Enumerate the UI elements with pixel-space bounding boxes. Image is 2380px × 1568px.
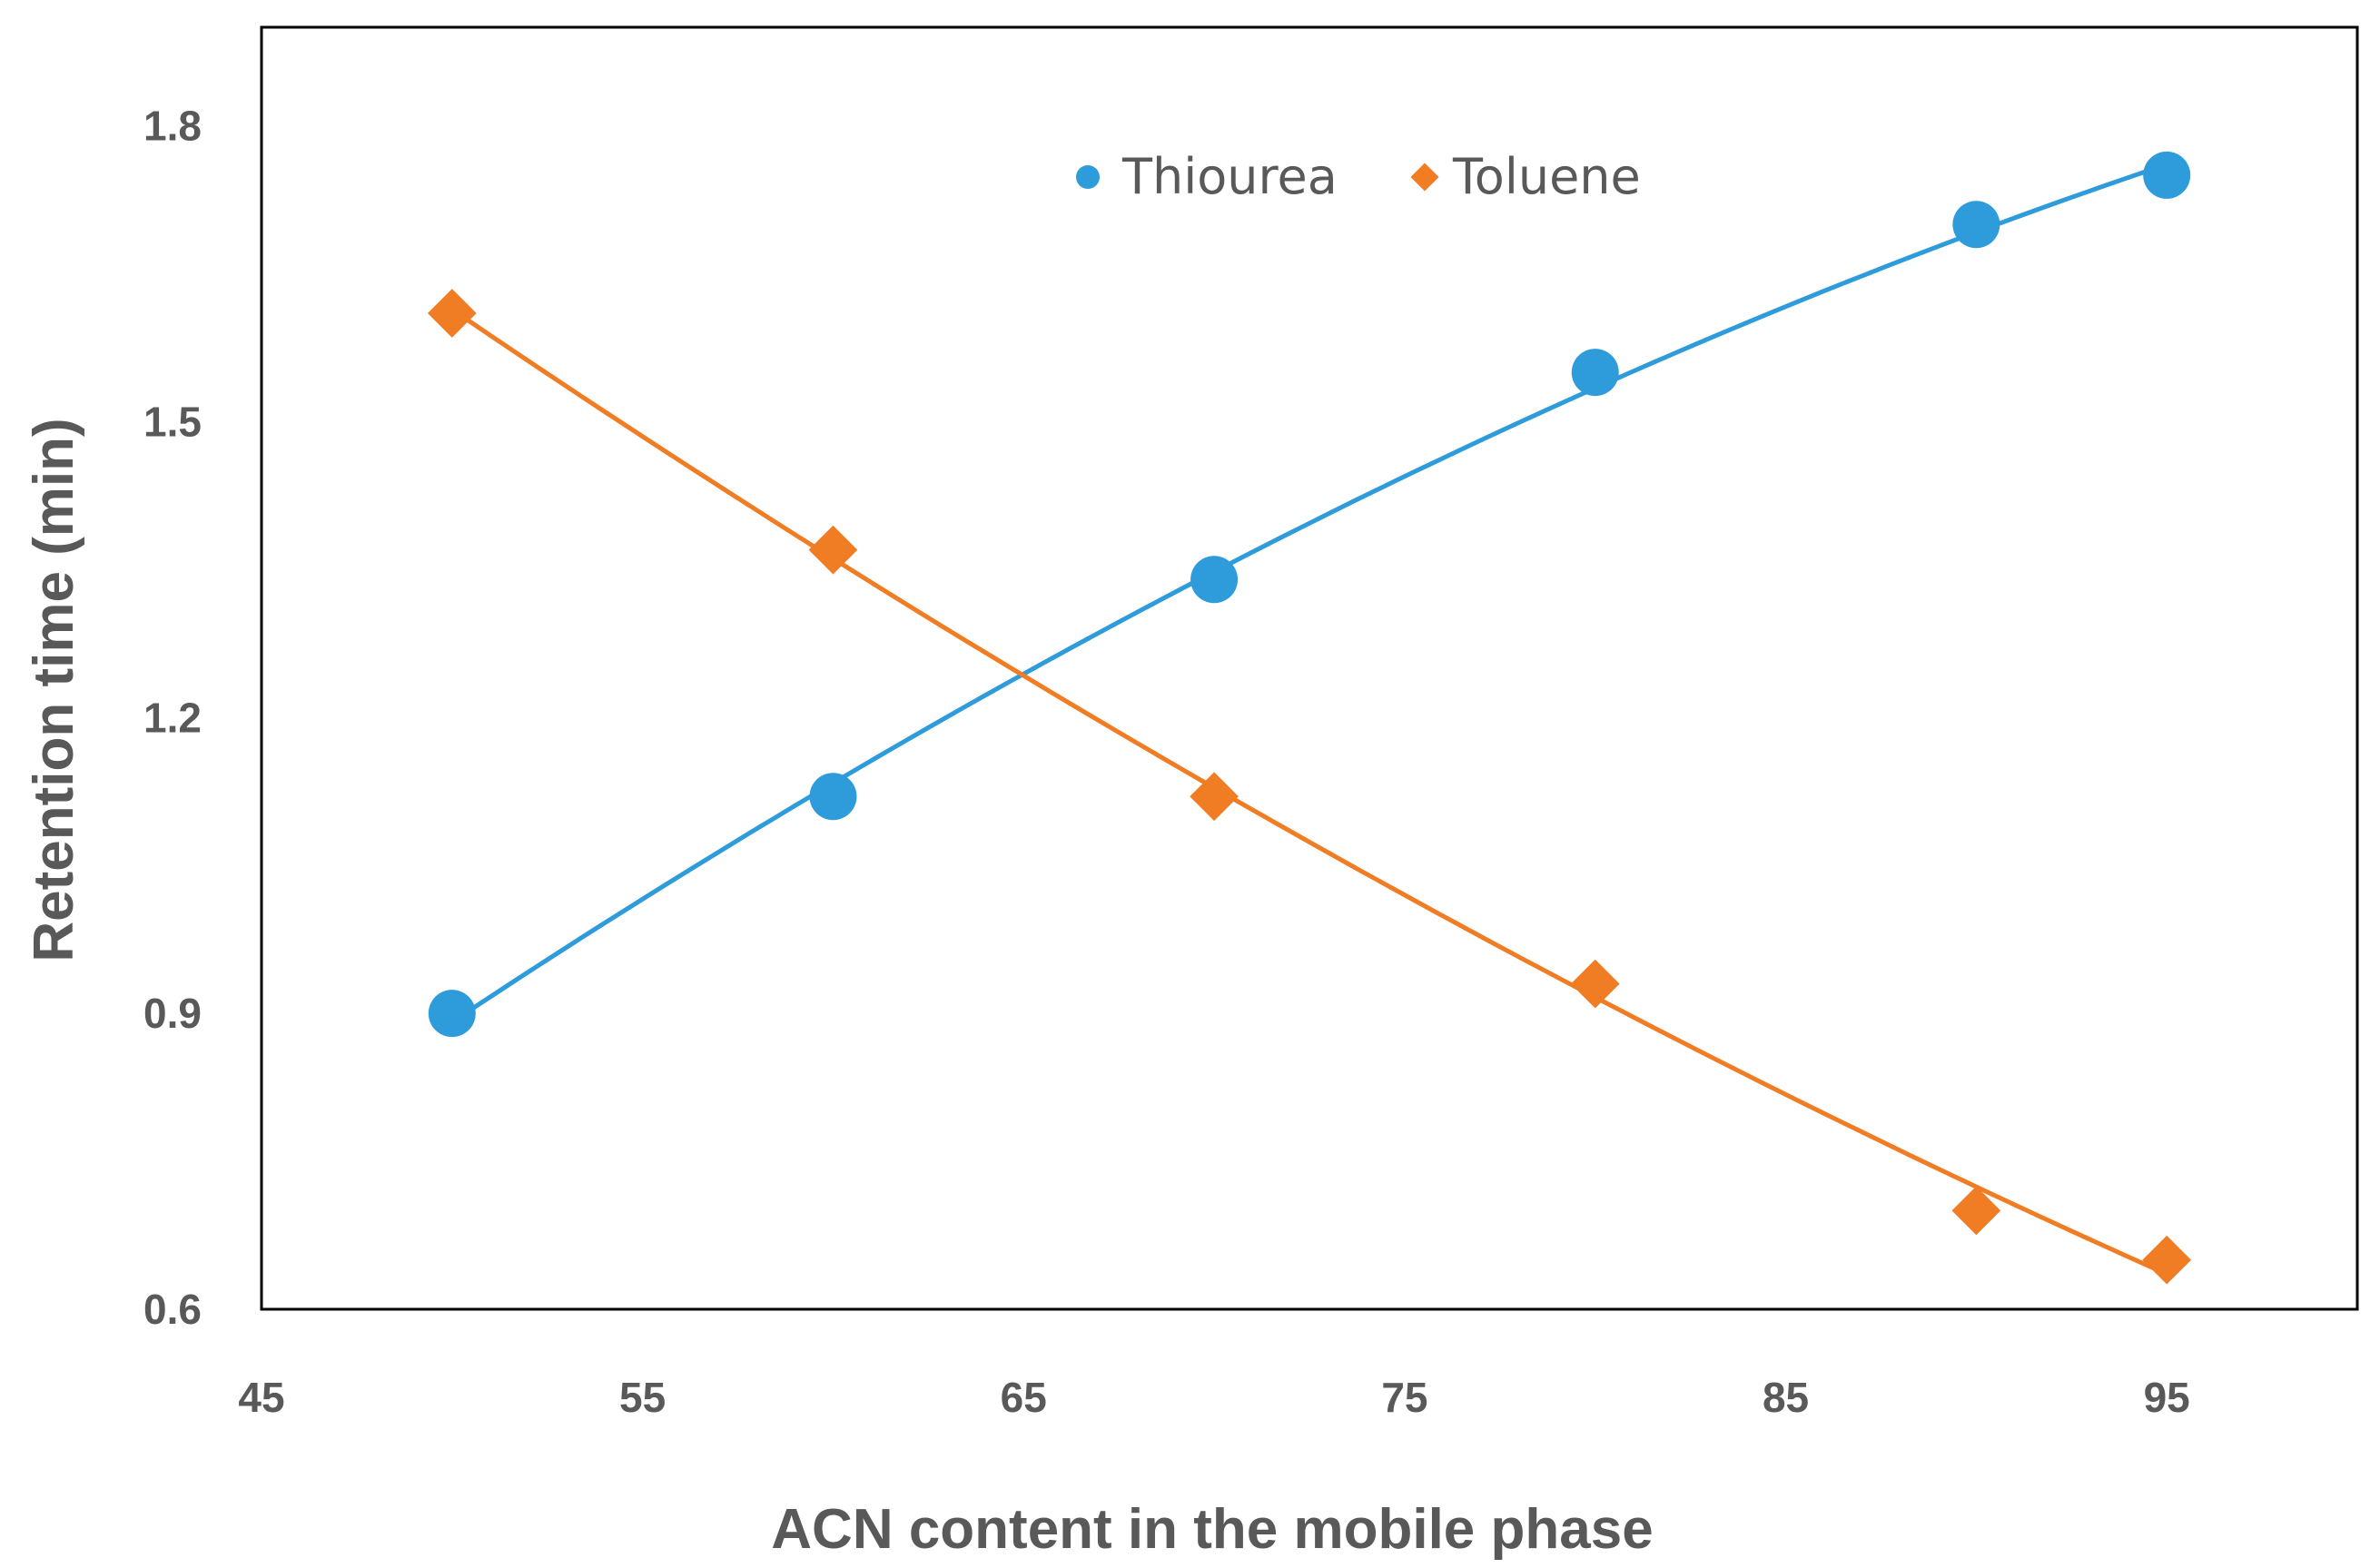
legend-toluene-label: Toluene xyxy=(1452,148,1641,205)
x-tick-label: 95 xyxy=(2144,1374,2190,1421)
marker-layer xyxy=(427,151,2192,1285)
y-axis-title: Retention time (min) xyxy=(23,418,85,962)
y-tick-label: 0.6 xyxy=(143,1286,202,1333)
thiourea-point xyxy=(2143,151,2191,199)
x-axis-title: ACN content in the mobile phase xyxy=(771,1498,1653,1561)
legend: Thiourea Toluene xyxy=(1076,148,1641,205)
y-axis-ticks: 0.6 0.9 1.2 1.5 1.8 xyxy=(143,103,202,1333)
legend-thiourea-label: Thiourea xyxy=(1121,148,1338,205)
y-tick-label: 1.5 xyxy=(143,398,202,445)
thiourea-trendline xyxy=(450,162,2168,1024)
trendline-layer xyxy=(450,162,2168,1277)
toluene-trendline xyxy=(450,307,2168,1277)
x-tick-label: 45 xyxy=(238,1374,284,1421)
toluene-point xyxy=(427,289,477,338)
thiourea-point xyxy=(428,990,476,1038)
thiourea-point xyxy=(809,773,857,821)
x-tick-label: 85 xyxy=(1763,1374,1809,1421)
y-tick-label: 0.9 xyxy=(143,990,202,1037)
x-axis-ticks: 45 55 65 75 85 95 xyxy=(238,1374,2189,1421)
plot-area-frame xyxy=(260,25,2359,1311)
legend-thiourea-marker xyxy=(1076,165,1100,189)
thiourea-point xyxy=(1190,556,1239,604)
x-tick-label: 55 xyxy=(619,1374,666,1421)
toluene-point xyxy=(1570,959,1620,1009)
y-tick-label: 1.8 xyxy=(143,103,202,150)
thiourea-point xyxy=(1571,349,1619,397)
toluene-point xyxy=(1951,1186,2001,1236)
thiourea-point xyxy=(1952,201,2000,249)
toluene-point xyxy=(2142,1235,2192,1285)
x-tick-label: 75 xyxy=(1381,1374,1427,1421)
x-tick-label: 65 xyxy=(1001,1374,1047,1421)
y-tick-label: 1.2 xyxy=(143,694,202,741)
